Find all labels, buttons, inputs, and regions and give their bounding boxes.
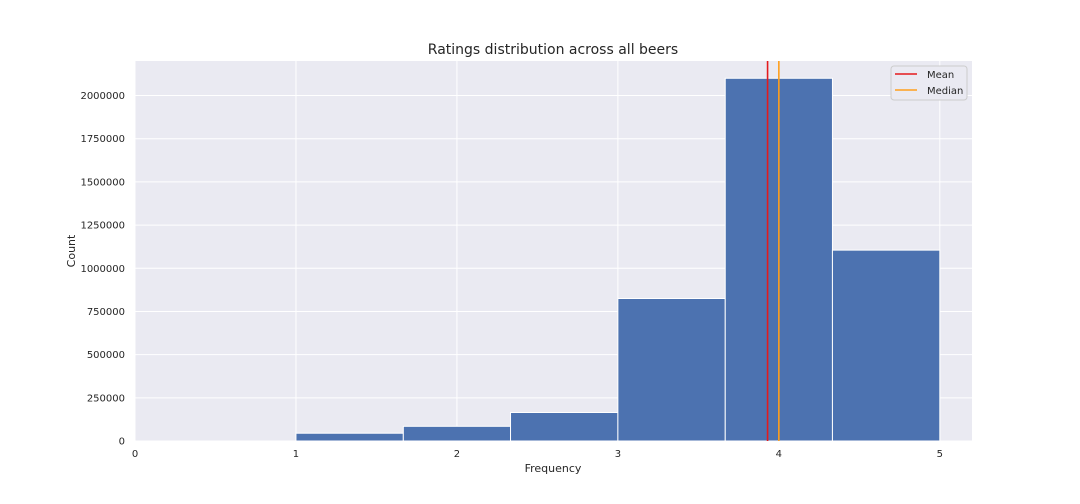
x-tick-label: 5 [937, 449, 943, 460]
y-tick-label: 500000 [87, 350, 125, 361]
histogram-bar [402, 425, 512, 442]
y-tick-label: 750000 [87, 307, 125, 318]
y-tick-label: 0 [119, 437, 125, 448]
chart-title: Ratings distribution across all beers [428, 42, 678, 58]
y-tick-label: 2000000 [80, 91, 125, 102]
legend-median-label: Median [927, 86, 963, 97]
histogram-bar [295, 432, 404, 442]
x-tick-label: 0 [132, 449, 138, 460]
y-tick-label: 1750000 [80, 134, 125, 145]
y-axis-label: Count [65, 234, 78, 267]
y-tick-label: 250000 [87, 393, 125, 404]
histogram-bar [510, 412, 619, 442]
y-tick-label: 1500000 [80, 177, 125, 188]
legend-mean-label: Mean [927, 70, 954, 81]
y-tick-label: 1000000 [80, 264, 125, 275]
histogram-bar [831, 249, 941, 442]
x-tick-label: 1 [293, 449, 299, 460]
x-axis-label: Frequency [525, 462, 582, 475]
x-tick-label: 2 [454, 449, 460, 460]
legend: Mean Median [890, 65, 968, 101]
x-axis-ticks: 0 1 2 3 4 5 [132, 449, 943, 460]
reference-lines [766, 61, 780, 441]
histogram-bar [617, 298, 726, 442]
x-tick-label: 3 [615, 449, 621, 460]
y-tick-label: 1250000 [80, 221, 125, 232]
x-tick-label: 4 [776, 449, 782, 460]
y-axis-ticks: 0 250000 500000 750000 1000000 1250000 1500000… [80, 91, 125, 447]
